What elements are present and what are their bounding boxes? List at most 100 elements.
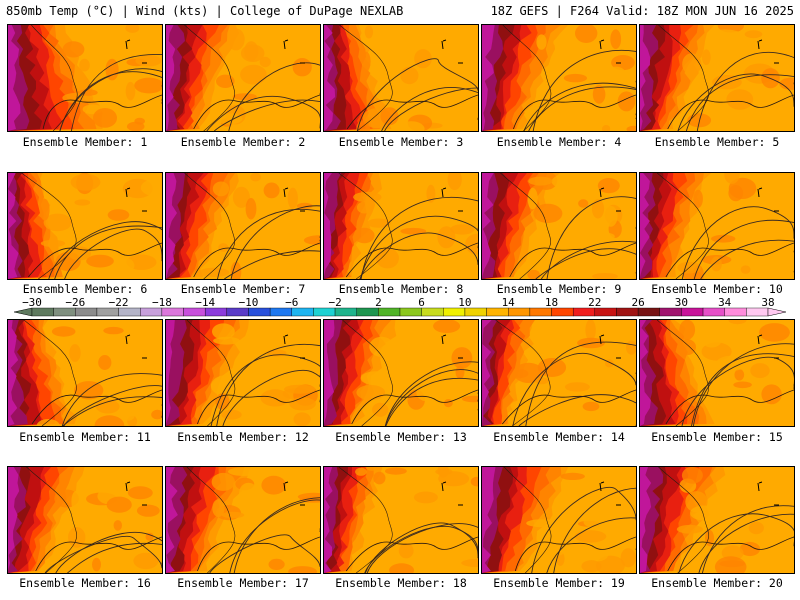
temperature-blob (221, 409, 242, 420)
temperature-blob (43, 213, 72, 232)
legend-color-swatch (746, 307, 769, 317)
state-border (502, 25, 552, 131)
legend-tick-label: −22 (108, 296, 129, 309)
temperature-blob (212, 567, 235, 573)
ensemble-member-label: Ensemble Member: 14 (493, 430, 625, 444)
temperature-blob (62, 41, 85, 58)
temperature-blob (289, 397, 316, 411)
state-border (500, 173, 551, 279)
temperature-blob (113, 257, 135, 274)
temperature-blob (711, 234, 736, 243)
coastline (197, 536, 320, 572)
ensemble-map-panel (481, 24, 637, 132)
temperature-blob (145, 532, 154, 541)
temperature-blob (733, 519, 751, 528)
legend-tick-label: −30 (22, 296, 42, 309)
state-border (495, 320, 551, 426)
temperature-band (324, 173, 332, 279)
temperature-blob (583, 515, 609, 529)
height-contour-line (233, 497, 320, 573)
temperature-blob (578, 52, 590, 70)
ensemble-map-panel (7, 24, 163, 132)
temperature-blob (360, 371, 391, 386)
legend-color-swatch (551, 307, 574, 317)
temperature-blob (266, 271, 291, 279)
wind-barb (125, 39, 131, 50)
temperature-blob (733, 381, 752, 389)
height-contour-line (384, 361, 478, 426)
legend-color-swatch (226, 307, 249, 317)
temperature-blob (51, 326, 76, 337)
height-contour-line (384, 87, 478, 131)
temperature-blob (103, 326, 124, 335)
height-contour-line (366, 523, 478, 573)
temperature-blob (228, 467, 260, 476)
temperature-blob (712, 75, 742, 90)
temperature-field-map (8, 320, 162, 426)
height-contour-line (224, 250, 320, 279)
temperature-field-map (166, 467, 320, 573)
wind-barb (441, 334, 447, 345)
temperature-blob (288, 566, 317, 573)
temperature-band (482, 25, 495, 131)
ensemble-map-panel (7, 172, 163, 280)
height-contour-line (62, 396, 162, 426)
height-contour-line (385, 377, 478, 426)
temperature-blob (71, 491, 81, 512)
temperature-blob (563, 73, 587, 83)
temperature-blob (293, 412, 311, 426)
temperature-blob (366, 218, 391, 228)
temperature-blob (676, 524, 703, 534)
temperature-blob (612, 395, 623, 416)
temperature-blob (70, 173, 101, 191)
temperature-blob (391, 379, 414, 393)
temperature-field-map (482, 173, 636, 279)
temperature-blob (136, 504, 160, 517)
wind-barb (757, 187, 763, 198)
temperature-blob (239, 482, 258, 504)
temperature-blob (79, 58, 90, 72)
legend-tick-label: 26 (631, 296, 645, 309)
height-contour-line (512, 353, 636, 426)
wind-barb (599, 39, 605, 50)
temperature-field-map (8, 25, 162, 131)
temperature-blob (292, 58, 312, 77)
coastline (345, 242, 478, 278)
legend-color-swatch (378, 307, 401, 317)
ensemble-member-label: Ensemble Member: 18 (335, 576, 467, 590)
temperature-field-map (324, 25, 478, 131)
temperature-blob (215, 393, 230, 410)
wind-barb (757, 334, 763, 345)
temperature-band (482, 467, 496, 573)
temperature-blob (135, 54, 162, 67)
temperature-blob (126, 121, 145, 131)
wind-barb (283, 334, 289, 345)
temperature-blob (389, 563, 415, 573)
temperature-blob (122, 411, 135, 421)
legend-tick-label: −6 (285, 296, 299, 309)
temperature-blob (724, 173, 740, 184)
legend-color-swatch (508, 307, 531, 317)
state-border (503, 467, 552, 573)
temperature-blob (125, 81, 136, 101)
temperature-blob (227, 28, 245, 51)
ensemble-member-label: Ensemble Member: 20 (651, 576, 783, 590)
temperature-blob (574, 530, 607, 543)
temperature-blob (681, 467, 703, 484)
coastline (346, 94, 478, 130)
temperature-blob (353, 191, 382, 203)
temperature-blob (710, 29, 740, 37)
temperature-blob (105, 58, 119, 81)
temperature-blob (144, 342, 162, 354)
temperature-blob (714, 556, 747, 573)
height-contour-line (55, 532, 162, 573)
legend-color-swatch (724, 307, 747, 317)
temperature-blob (597, 178, 620, 194)
temperature-band (166, 320, 187, 426)
ensemble-member-label: Ensemble Member: 19 (493, 576, 625, 590)
coastline (667, 94, 794, 130)
height-contour-line (214, 99, 320, 131)
temperature-blob (744, 30, 763, 39)
legend-tick-label: 34 (718, 296, 732, 309)
temperature-field-map (640, 173, 794, 279)
